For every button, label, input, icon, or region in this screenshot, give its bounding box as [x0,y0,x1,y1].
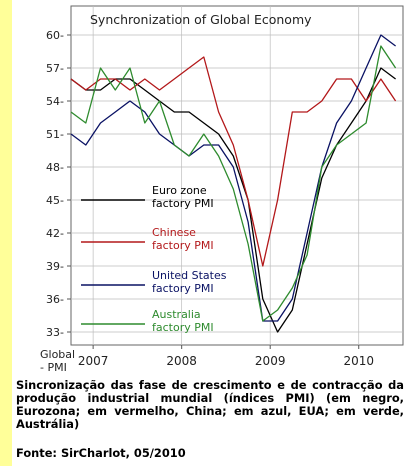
y-axis-label: Global - PMI [40,348,75,374]
y-tick-label: 39- [46,260,64,273]
y-tick-label: 57- [46,62,64,75]
y-tick-label: 48- [46,161,64,174]
legend-label-line: factory PMI [152,282,214,295]
y-axis: 33- 36- 39- 42- 45- 48- 51- 54- 57- 60- [46,29,71,339]
legend-label: Australia factory PMI [152,308,214,334]
series-line-australia-factory-pmi [70,45,397,322]
legend-label-line: Chinese [152,226,196,239]
yellow-side-band [0,0,12,466]
figure-caption: Sincronização das fase de crescimento e … [16,378,404,431]
pmi-line-chart: 33-36-39-42-45-48-51-54-57-60- 2007 2008 2… [40,5,404,374]
x-tick-label: 2008 [166,354,197,368]
y-tick-label: 36- [46,293,64,306]
chart-title: Synchronization of Global Economy [90,12,312,27]
legend-label: Euro zone factory PMI [152,184,214,210]
legend-label-line: United States [152,269,227,282]
x-axis: 2007 2008 2009 2010 [78,345,374,368]
x-tick-label: 2009 [255,354,286,368]
y-tick-label: 33- [46,326,64,339]
series-line-chinese-factory-pmi [70,56,397,267]
legend-label: Chinese factory PMI [152,226,214,252]
legend-label-line: factory PMI [152,321,214,334]
x-tick-label: 2007 [78,354,109,368]
legend-label-line: factory PMI [152,239,214,252]
y-axis-label-line: Global [40,348,75,361]
y-tick-label: 45- [46,194,64,207]
legend-label: United States factory PMI [152,269,227,295]
y-tick-label: 51- [46,128,64,141]
legend-label-line: Euro zone [152,184,207,197]
plot-area [70,5,404,346]
y-tick-label: 60- [46,29,64,42]
y-tick-label: 42- [46,227,64,240]
y-tick-label: 54- [46,95,64,108]
legend-label-line: Australia [152,308,201,321]
y-axis-label-line: - PMI [40,361,67,374]
series-line-euro-zone-factory-pmi [70,67,396,333]
series-lines [70,34,397,333]
figure-source: Fonte: SirCharlot, 05/2010 [16,446,186,460]
series-line-united-states-factory-pmi [70,34,396,322]
legend-label-line: factory PMI [152,197,214,210]
x-tick-label: 2010 [343,354,374,368]
